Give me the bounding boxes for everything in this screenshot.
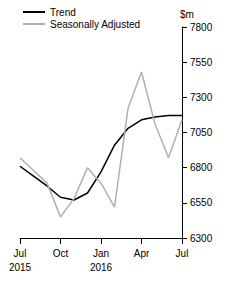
svg-text:Jul: Jul [176, 248, 189, 259]
svg-text:Trend: Trend [50, 7, 76, 18]
svg-text:Apr: Apr [134, 248, 150, 259]
svg-text:Oct: Oct [53, 248, 69, 259]
svg-text:Jan: Jan [93, 248, 109, 259]
svg-text:7300: 7300 [190, 92, 213, 103]
svg-text:2016: 2016 [90, 262, 113, 273]
svg-text:2015: 2015 [9, 262, 32, 273]
svg-text:$m: $m [180, 9, 194, 20]
svg-text:7550: 7550 [190, 57, 213, 68]
svg-text:Seasonally Adjusted: Seasonally Adjusted [50, 19, 140, 30]
svg-text:6550: 6550 [190, 197, 213, 208]
svg-text:Jul: Jul [14, 248, 27, 259]
svg-text:7800: 7800 [190, 22, 213, 33]
svg-text:6800: 6800 [190, 162, 213, 173]
svg-text:6300: 6300 [190, 233, 213, 244]
svg-text:7050: 7050 [190, 127, 213, 138]
